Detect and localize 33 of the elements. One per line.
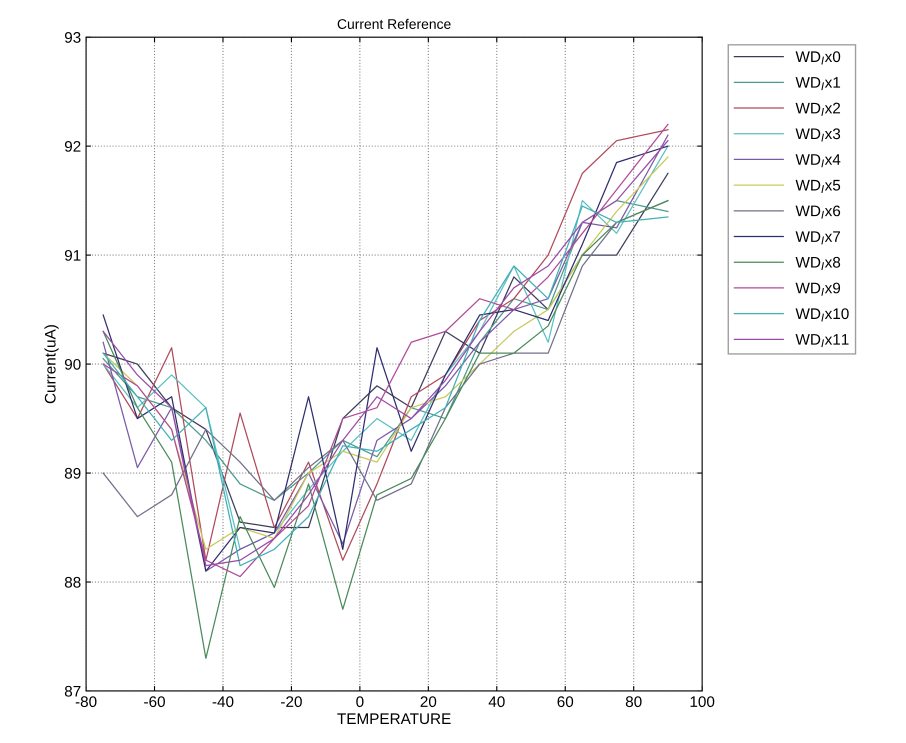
x-tick-label: 100 — [690, 696, 714, 708]
x-tick-label: 20 — [420, 696, 436, 708]
x-axis-title: TEMPERATURE — [337, 713, 451, 724]
x-tick-label: 60 — [558, 696, 574, 708]
y-tick-label: 89 — [64, 468, 80, 479]
legend-label: WD$_{I}$x8 — [796, 256, 840, 270]
x-tick-label: -40 — [212, 696, 234, 708]
x-tick-label: 80 — [626, 696, 642, 708]
legend-label: WD$_{I}$x3 — [796, 128, 840, 142]
chart-title: Current Reference — [338, 18, 451, 29]
legend-label: WD$_{I}$x9 — [796, 282, 840, 296]
y-tick-label: 87 — [64, 686, 80, 697]
legend-label: WD$_{I}$x6 — [796, 205, 840, 219]
legend-label: WD$_{I}$x11 — [796, 334, 849, 348]
legend-label: WD$_{I}$x1 — [796, 77, 840, 90]
line-series — [102, 200, 669, 659]
y-tick-label: 92 — [64, 140, 80, 152]
legend-label: WD$_{I}$x0 — [796, 51, 840, 64]
x-tick-label: -60 — [144, 696, 165, 708]
y-tick-label: 88 — [64, 576, 81, 588]
legend-label: WD$_{I}$x4 — [796, 154, 840, 168]
x-tick-label: -80 — [76, 696, 97, 708]
y-tick-label: 93 — [64, 32, 81, 43]
x-tick-label: -20 — [281, 696, 302, 708]
legend-label: WD$_{I}$x2 — [796, 102, 840, 116]
legend-label: WD$_{I}$x5 — [796, 180, 840, 193]
x-tick-label: 40 — [488, 696, 505, 708]
y-tick-label: 90 — [64, 358, 81, 370]
legend-label: WD$_{I}$x7 — [796, 231, 840, 244]
x-tick-label: 0 — [356, 696, 364, 708]
y-axis-title: Current(uA) — [44, 325, 59, 404]
legend-label: WD$_{I}$x10 — [796, 308, 849, 322]
y-tick-label: 91 — [64, 250, 80, 261]
